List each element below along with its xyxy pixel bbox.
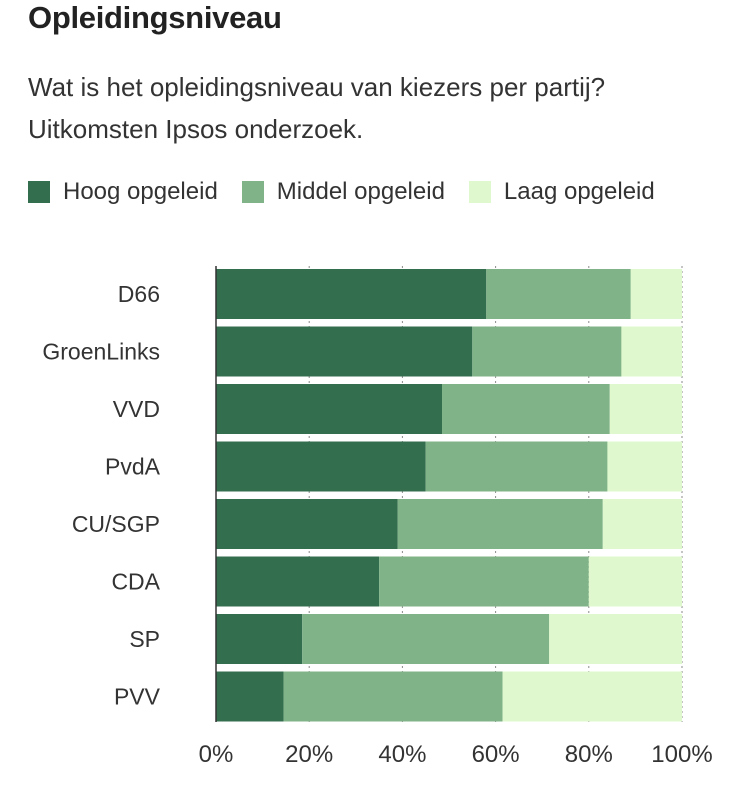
bar-segment: [216, 614, 303, 664]
bar-segment: [283, 671, 503, 722]
bar-segment: [609, 384, 682, 434]
bar-segment: [549, 614, 682, 664]
x-tick-label: 80%: [565, 741, 613, 768]
bar-segment: [588, 556, 682, 607]
bar-segment: [607, 441, 682, 492]
legend-item-hoog: Hoog opgeleid: [28, 178, 218, 206]
category-label: GroenLinks: [42, 339, 160, 365]
category-label: PvdA: [105, 454, 161, 480]
legend-label-laag: Laag opgeleid: [503, 178, 655, 205]
legend-item-middel: Middel opgeleid: [241, 178, 445, 206]
bar-segment: [621, 326, 682, 377]
bar-segment: [216, 441, 426, 492]
legend-label-hoog: Hoog opgeleid: [63, 178, 218, 205]
bar-segment: [630, 269, 682, 319]
bar-segment: [216, 326, 473, 377]
bar-segment: [216, 671, 284, 722]
category-label: CDA: [111, 569, 160, 595]
legend-swatch-laag: [468, 181, 491, 203]
chart-title: Opleidingsniveau: [28, 0, 282, 35]
bar-segment: [379, 556, 589, 607]
legend-swatch-hoog: [28, 181, 50, 203]
bar-segment: [397, 499, 603, 549]
legend-swatch-middel: [241, 181, 264, 203]
bar-segment: [216, 499, 398, 549]
category-label: PVV: [114, 684, 161, 710]
bar-segment: [486, 269, 631, 319]
bar-segment: [442, 384, 610, 434]
category-label: CU/SGP: [72, 511, 160, 537]
bar-segment: [216, 556, 380, 607]
chart-subtitle: Wat is het opleidingsniveau van kiezers …: [28, 72, 606, 144]
x-tick-label: 100%: [651, 741, 712, 768]
category-label: SP: [129, 626, 160, 652]
x-tick-label: 60%: [472, 741, 520, 768]
bar-segment: [602, 499, 682, 549]
legend-item-laag: Laag opgeleid: [468, 178, 655, 206]
bar-segment: [216, 384, 443, 434]
x-tick-label: 40%: [378, 741, 426, 768]
bar-segment: [216, 269, 487, 319]
bar-segment: [472, 326, 622, 377]
legend: Hoog opgeleid Middel opgeleid Laag opgel…: [28, 174, 679, 210]
category-label: VVD: [113, 396, 160, 422]
x-tick-label: 0%: [199, 741, 234, 768]
bar-segment: [302, 614, 550, 664]
category-label: D66: [118, 281, 160, 307]
bar-segment: [502, 671, 682, 722]
bar-segment: [425, 441, 608, 492]
legend-label-middel: Middel opgeleid: [276, 178, 445, 205]
x-tick-label: 20%: [285, 741, 333, 768]
